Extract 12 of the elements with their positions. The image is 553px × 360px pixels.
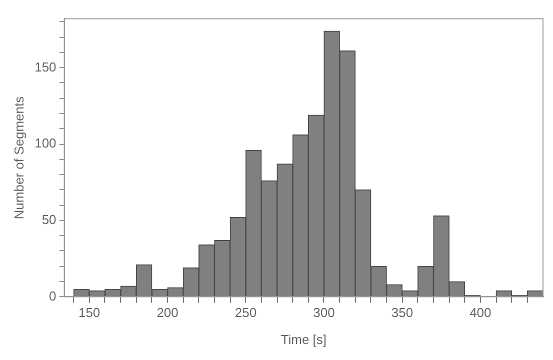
x-tick-label: 300 <box>313 305 335 320</box>
x-tick-label: 350 <box>391 305 414 320</box>
x-tick-label: 250 <box>234 305 257 320</box>
y-tick-label: 0 <box>49 288 56 304</box>
y-tick-label: 50 <box>42 212 56 228</box>
x-tick-label: 150 <box>78 305 100 320</box>
y-tick-label: 150 <box>34 59 56 74</box>
x-tick-label: 400 <box>470 305 492 320</box>
x-axis-title: Time [s] <box>280 332 327 347</box>
x-tick-label: 200 <box>156 305 178 320</box>
y-tick-label: 100 <box>34 136 56 151</box>
y-axis-title: Number of Segments <box>11 96 26 220</box>
